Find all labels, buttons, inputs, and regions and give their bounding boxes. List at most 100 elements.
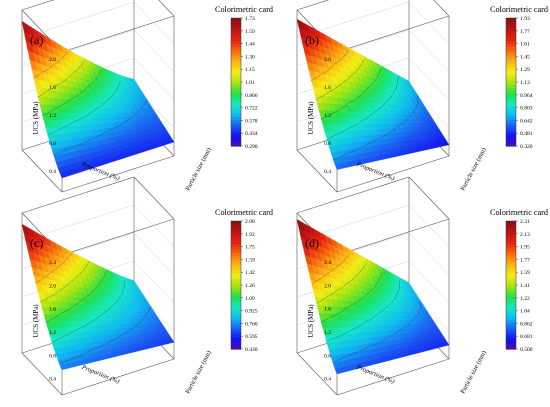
colorbar-tick-label: 1.77 <box>520 257 530 263</box>
colorbar-tick-label: 1.73 <box>245 16 255 22</box>
colorbar-tick-label: 0.925 <box>245 309 258 315</box>
z-tick-label: 1.2 <box>49 113 56 119</box>
chart-svg-d: 2.4 2.0 1.6 1.2 0.8 0.4 UCS (MPa) Proportion (%… <box>296 176 548 396</box>
surface <box>21 223 175 371</box>
z-tick-label: 2.0 <box>49 283 56 289</box>
colorbar-tick-label: 0.595 <box>245 334 258 340</box>
z-tick-label: 2.0 <box>324 57 331 63</box>
chart-panel-d: 2.4 2.0 1.6 1.2 0.8 0.4 UCS (MPa) Proportion (%… <box>275 176 550 406</box>
panel-label-d: (d) <box>305 236 319 250</box>
colorbar-tick-label: 0.430 <box>245 347 258 353</box>
z-tick-label: 1.6 <box>49 307 56 313</box>
colorbar-tick-label: 1.92 <box>245 232 255 238</box>
colorbar-tick-label: 1.93 <box>520 16 530 22</box>
z-tick-label: 0.8 <box>324 141 331 147</box>
z-tick-label: 2.0 <box>324 283 331 289</box>
chart-panel-a: 2.0 1.6 1.2 0.8 0.4 UCS (MPa) Proportion (%) Pa… <box>0 0 275 203</box>
z-tick-label: 1.2 <box>324 330 331 336</box>
colorbar-tick-label: 0.862 <box>520 321 533 327</box>
chart-svg-c: 2.4 2.0 1.6 1.2 0.8 0.4 UCS (MPa) Proportion (%… <box>21 176 273 396</box>
contour-lines <box>35 252 151 365</box>
colorbar-tick-label: 1.95 <box>520 245 530 251</box>
colorbar-tick-label: 1.26 <box>245 283 255 289</box>
x-axis-label: Proportion (%) <box>355 160 396 182</box>
colorbar-tick-label: 0.578 <box>245 118 258 124</box>
colorbar-tick-label: 0.866 <box>245 93 258 99</box>
colorbar-tick-label: 1.59 <box>245 257 255 263</box>
colorbar-tick-label: 0.964 <box>520 93 533 99</box>
y-axis-label: Particle size (mm) <box>184 350 213 395</box>
colorbar-tick-label: 0.434 <box>245 131 258 137</box>
colorbar-title: Colorimetric card <box>490 208 548 217</box>
colorbar-tick-label: 0.290 <box>245 144 258 150</box>
y-axis-label: Particle size (mm) <box>459 350 488 395</box>
colorbar-tick-label: 0.481 <box>520 131 533 137</box>
panel-label-a: (a) <box>30 33 43 47</box>
colorbar-tick-label: 2.08 <box>245 219 255 225</box>
z-tick-label: 2.4 <box>324 260 331 266</box>
z-tick-label: 1.2 <box>324 113 331 119</box>
z-tick-label: 1.6 <box>324 307 331 313</box>
colorbar-tick-label: 1.04 <box>520 309 530 315</box>
y-axis-label: Particle size (mm) <box>459 147 488 192</box>
colorbar <box>230 220 243 350</box>
colorbar-tick-label: 1.61 <box>520 42 530 48</box>
z-tick-label: 0.8 <box>49 141 56 147</box>
colorbar-tick-label: 0.681 <box>520 334 533 340</box>
z-tick-label: 0.8 <box>324 353 331 359</box>
colorbar-tick-label: 1.44 <box>245 42 255 48</box>
colorbar-tick-label: 1.15 <box>245 67 255 73</box>
colorbar-tick-label: 1.29 <box>520 67 530 73</box>
colorbar-tick-label: 1.41 <box>520 283 530 289</box>
contour-lines <box>310 50 418 161</box>
colorbar <box>505 220 518 350</box>
z-axis-label: UCS (MPa) <box>307 304 315 338</box>
contour-lines <box>311 254 422 363</box>
colorbar-tick-label: 1.09 <box>245 296 255 302</box>
y-axis-label: Particle size (mm) <box>184 147 213 192</box>
z-tick-label: 1.2 <box>49 330 56 336</box>
z-axis-label: UCS (MPa) <box>307 101 315 135</box>
colorbar-tick-label: 1.59 <box>245 29 255 35</box>
colorbar-tick-label: 0.722 <box>245 106 258 112</box>
colorbar-title: Colorimetric card <box>490 5 548 14</box>
x-axis-label: Proportion (%) <box>80 363 121 385</box>
chart-panel-c: 2.4 2.0 1.6 1.2 0.8 0.4 UCS (MPa) Proportion (%… <box>0 176 275 406</box>
colorbar-tick-label: 0.760 <box>245 321 258 327</box>
z-tick-label: 1.6 <box>49 85 56 91</box>
z-tick-label: 0.4 <box>324 377 331 383</box>
panel-label-b: (b) <box>305 33 319 47</box>
colorbar-tick-label: 1.77 <box>520 29 530 35</box>
colorbar-tick-label: 1.75 <box>245 245 255 251</box>
surface <box>296 219 450 375</box>
colorbar-tick-label: 1.13 <box>520 80 530 86</box>
z-tick-label: 2.4 <box>49 260 56 266</box>
colorbar-tick-label: 1.01 <box>245 80 255 86</box>
z-tick-label: 1.6 <box>324 85 331 91</box>
z-axis-label: UCS (MPa) <box>32 304 40 338</box>
colorbar-title: Colorimetric card <box>215 208 273 217</box>
z-tick-label: 0.8 <box>49 353 56 359</box>
surface <box>296 18 450 170</box>
chart-svg-b: 2.0 1.6 1.2 0.8 0.4 UCS (MPa) Proportion (%) Pa… <box>296 0 548 193</box>
colorbar-tick-label: 0.320 <box>520 144 533 150</box>
colorbar-tick-label: 2.31 <box>520 219 530 225</box>
z-tick-label: 0.4 <box>49 377 56 383</box>
x-axis-label: Proportion (%) <box>355 363 396 385</box>
z-tick-label: 0.4 <box>324 169 331 175</box>
panel-label-c: (c) <box>30 236 43 250</box>
colorbar <box>505 17 518 147</box>
colorbar-tick-label: 1.42 <box>245 270 255 276</box>
colorbar-tick-label: 1.30 <box>245 54 255 60</box>
z-axis-label: UCS (MPa) <box>32 101 40 135</box>
colorbar-tick-label: 1.45 <box>520 54 530 60</box>
colorbar-tick-label: 1.22 <box>520 296 530 302</box>
chart-panel-b: 2.0 1.6 1.2 0.8 0.4 UCS (MPa) Proportion (%) Pa… <box>275 0 550 203</box>
colorbar-tick-label: 2.13 <box>520 232 530 238</box>
colorbar <box>230 17 243 147</box>
surface <box>21 20 175 179</box>
colorbar-tick-label: 0.803 <box>520 106 533 112</box>
z-tick-label: 0.4 <box>49 169 56 175</box>
colorbar-tick-label: 0.642 <box>520 118 533 124</box>
